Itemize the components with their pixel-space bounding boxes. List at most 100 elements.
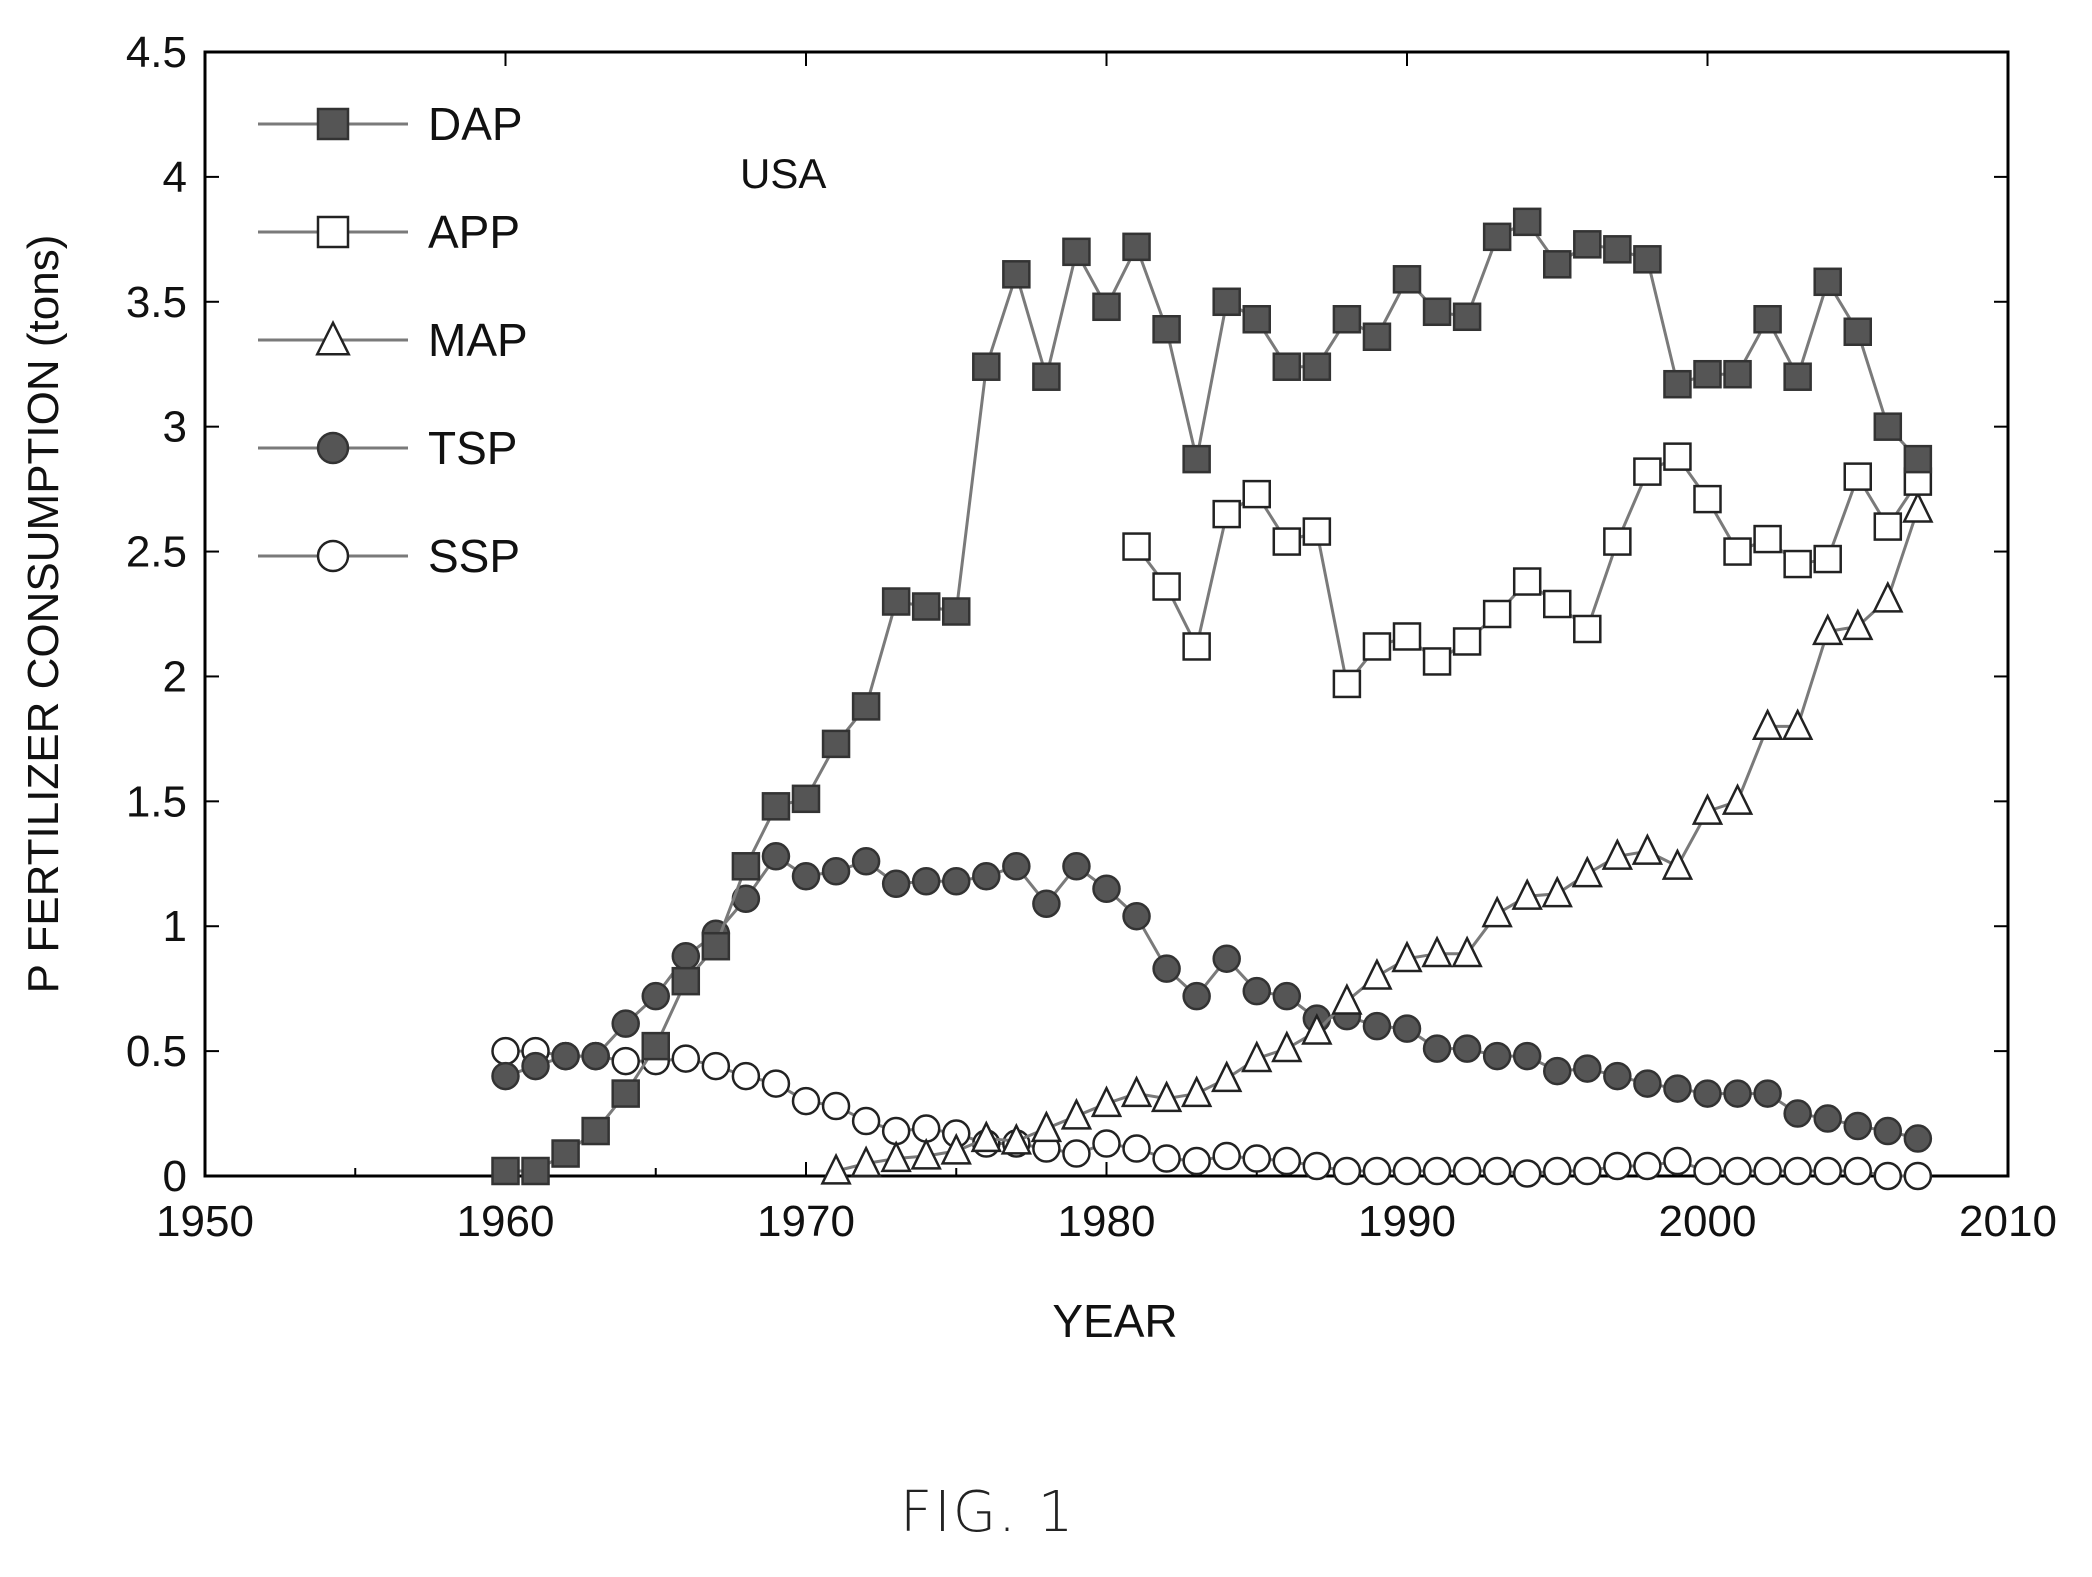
data-point-ssp bbox=[611, 1046, 640, 1076]
data-point-dap bbox=[881, 587, 911, 616]
data-point-tsp bbox=[1873, 1116, 1903, 1146]
data-point-dap bbox=[942, 597, 971, 626]
data-point-app bbox=[1663, 442, 1692, 471]
data-point-tsp bbox=[1633, 1069, 1662, 1098]
legend-item-app: APP bbox=[258, 206, 520, 258]
data-point-dap bbox=[1002, 260, 1031, 289]
data-point-ssp bbox=[1512, 1159, 1542, 1188]
data-point-ssp bbox=[671, 1044, 701, 1073]
data-point-dap bbox=[1302, 352, 1332, 381]
data-point-map bbox=[1902, 490, 1934, 523]
data-point-dap bbox=[1783, 362, 1812, 391]
data-point-tsp bbox=[1002, 852, 1031, 881]
data-point-dap bbox=[1693, 359, 1722, 389]
data-point-tsp bbox=[851, 847, 881, 876]
data-point-ssp bbox=[1693, 1156, 1722, 1186]
data-point-dap bbox=[1873, 412, 1903, 441]
data-point-app bbox=[1182, 632, 1211, 661]
y-tick-label: 1.5 bbox=[126, 777, 187, 826]
data-point-tsp bbox=[1452, 1034, 1482, 1063]
data-point-app bbox=[1753, 524, 1782, 554]
data-point-app bbox=[1873, 512, 1903, 541]
data-point-ssp bbox=[1302, 1151, 1332, 1181]
x-axis-label: YEAR bbox=[1052, 1295, 1177, 1347]
data-point-ssp bbox=[1332, 1156, 1362, 1186]
data-point-dap bbox=[1452, 302, 1482, 332]
data-point-dap bbox=[1843, 317, 1872, 347]
data-point-dap bbox=[1182, 444, 1211, 474]
data-point-map bbox=[1812, 613, 1844, 646]
data-point-dap bbox=[1332, 305, 1362, 334]
data-point-app bbox=[1813, 544, 1842, 574]
data-point-dap bbox=[1512, 207, 1542, 237]
data-point-tsp bbox=[1272, 981, 1302, 1011]
data-point-dap bbox=[611, 1079, 640, 1108]
data-point-ssp bbox=[1122, 1134, 1151, 1163]
data-point-app bbox=[1242, 479, 1271, 509]
data-point-ssp bbox=[1753, 1156, 1782, 1186]
data-point-map bbox=[970, 1120, 1002, 1153]
data-point-tsp bbox=[1152, 954, 1181, 983]
data-point-map bbox=[1241, 1040, 1273, 1073]
data-point-map bbox=[910, 1137, 942, 1170]
data-point-dap bbox=[1392, 265, 1422, 294]
data-point-dap bbox=[821, 729, 851, 759]
data-point-tsp bbox=[881, 869, 911, 899]
data-point-map bbox=[880, 1140, 912, 1173]
y-tick-label: 3.5 bbox=[126, 278, 187, 327]
data-point-dap bbox=[551, 1139, 580, 1168]
data-point-dap bbox=[1753, 305, 1782, 334]
legend-item-dap: DAP bbox=[258, 98, 523, 150]
legend-marker bbox=[316, 215, 350, 249]
y-tick-label: 1 bbox=[163, 902, 187, 951]
data-point-tsp bbox=[521, 1051, 550, 1081]
data-point-app bbox=[1362, 632, 1392, 661]
data-point-dap bbox=[1242, 305, 1271, 334]
data-point-map bbox=[1481, 895, 1513, 928]
data-point-map bbox=[1751, 708, 1784, 740]
y-tick-label: 4.5 bbox=[126, 28, 187, 77]
y-tick-label: 2.5 bbox=[126, 528, 187, 577]
y-axis-label: P FERTILIZER CONSUMPTION (tons) bbox=[19, 235, 68, 994]
data-point-map bbox=[940, 1132, 972, 1165]
data-point-dap bbox=[1092, 292, 1121, 322]
x-tick-label: 1980 bbox=[1058, 1197, 1156, 1246]
data-point-dap bbox=[761, 792, 791, 821]
data-point-ssp bbox=[1573, 1156, 1602, 1186]
legend-item-tsp: TSP bbox=[258, 422, 517, 474]
data-point-tsp bbox=[1212, 944, 1241, 973]
data-point-ssp bbox=[1272, 1146, 1302, 1176]
legend-marker bbox=[315, 319, 351, 356]
data-point-tsp bbox=[1813, 1104, 1842, 1133]
data-point-ssp bbox=[1603, 1151, 1632, 1181]
data-point-tsp bbox=[1663, 1074, 1692, 1103]
x-tick-label: 1960 bbox=[457, 1197, 555, 1246]
data-point-app bbox=[1212, 499, 1241, 529]
data-point-dap bbox=[671, 966, 701, 996]
data-point-tsp bbox=[1392, 1014, 1422, 1043]
data-point-ssp bbox=[1663, 1146, 1692, 1176]
data-point-map bbox=[1781, 708, 1814, 740]
data-point-tsp bbox=[1693, 1079, 1722, 1108]
data-point-map bbox=[1271, 1030, 1303, 1063]
data-point-dap bbox=[1813, 267, 1842, 297]
data-point-app bbox=[1512, 567, 1542, 596]
data-point-ssp bbox=[821, 1091, 851, 1121]
data-point-ssp bbox=[1062, 1139, 1091, 1168]
data-point-map bbox=[820, 1152, 852, 1185]
data-point-dap bbox=[1633, 245, 1662, 274]
data-point-ssp bbox=[1723, 1156, 1752, 1186]
y-tick-label: 0 bbox=[163, 1152, 187, 1201]
y-axis: 0 0.5 1 1.5 2 2.5 3 3.5 4 4.5 bbox=[126, 28, 2008, 1201]
data-point-ssp bbox=[731, 1061, 761, 1091]
data-point-map bbox=[1211, 1060, 1243, 1093]
data-point-app bbox=[1452, 627, 1482, 656]
y-tick-label: 0.5 bbox=[126, 1027, 187, 1076]
data-point-tsp bbox=[821, 857, 851, 886]
data-point-tsp bbox=[1122, 901, 1151, 931]
x-axis: 1950 1960 1970 1980 1990 2000 2010 bbox=[156, 52, 2057, 1246]
data-point-dap bbox=[1573, 230, 1602, 259]
data-point-tsp bbox=[671, 941, 701, 971]
data-point-map bbox=[1631, 833, 1664, 865]
data-point-ssp bbox=[701, 1051, 731, 1081]
